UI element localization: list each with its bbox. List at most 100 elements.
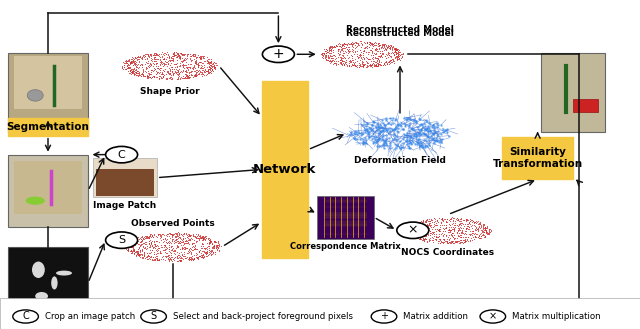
Point [480,234,490,240]
Point [132,57,143,62]
Point [358,48,369,54]
Point [351,63,361,68]
Point [425,128,435,133]
Point [171,66,181,71]
Point [353,55,364,60]
Point [152,256,162,261]
Point [147,233,157,239]
Point [167,246,177,252]
Point [346,40,356,45]
Point [185,233,195,238]
Point [335,61,346,66]
Point [154,76,164,81]
Point [159,62,169,67]
Point [132,241,142,246]
Point [430,130,440,135]
Point [188,247,198,253]
Point [420,219,431,224]
Point [481,230,491,235]
Point [162,245,172,250]
Point [138,53,148,58]
Point [187,255,197,260]
Point [372,41,383,47]
Point [381,44,392,49]
Point [204,248,214,253]
Point [149,62,159,67]
Point [203,244,213,249]
Point [143,75,153,80]
Point [479,233,489,238]
Point [418,219,428,224]
Point [340,59,351,64]
Point [124,58,134,63]
Point [347,57,357,63]
Point [189,68,200,73]
Point [335,50,345,55]
Point [167,238,177,243]
Point [409,117,419,123]
Point [185,233,195,238]
Point [396,51,406,56]
Point [381,47,391,52]
Point [127,243,137,248]
Point [422,126,433,132]
Point [170,240,180,245]
Point [198,252,208,257]
Point [180,231,191,237]
Point [452,225,463,231]
Point [206,238,216,243]
Point [372,60,383,65]
Point [184,249,195,254]
Point [447,224,458,229]
Point [438,239,449,244]
Point [471,220,481,225]
Point [422,228,432,234]
FancyBboxPatch shape [573,99,598,112]
Point [147,75,157,80]
Point [159,60,170,65]
Point [197,240,207,245]
Point [134,251,145,257]
Point [463,226,473,231]
Point [165,249,175,255]
Point [369,42,379,48]
Point [452,240,463,245]
Point [161,50,171,55]
Point [207,67,217,72]
Point [176,59,186,64]
Point [177,51,187,56]
Point [170,237,180,242]
Point [470,228,480,233]
Point [127,66,137,71]
Point [419,236,429,241]
Point [153,243,163,249]
Point [367,42,377,48]
Point [419,120,429,126]
Point [327,43,337,49]
Point [388,49,399,55]
Point [427,237,437,242]
Point [468,219,479,225]
Point [202,249,212,254]
Point [383,43,394,49]
Point [142,245,152,250]
Point [458,226,468,231]
Point [203,253,213,258]
Point [180,75,190,80]
Point [319,54,330,59]
Point [137,253,147,258]
Point [367,119,378,124]
Point [133,239,143,244]
Point [154,66,164,72]
Point [431,120,442,125]
Point [178,235,188,240]
Point [147,257,157,262]
Point [388,59,399,64]
Point [179,230,189,235]
Point [122,58,132,63]
Point [138,67,148,72]
Point [143,74,153,80]
FancyBboxPatch shape [8,247,88,319]
Point [456,230,466,235]
Point [417,122,427,127]
